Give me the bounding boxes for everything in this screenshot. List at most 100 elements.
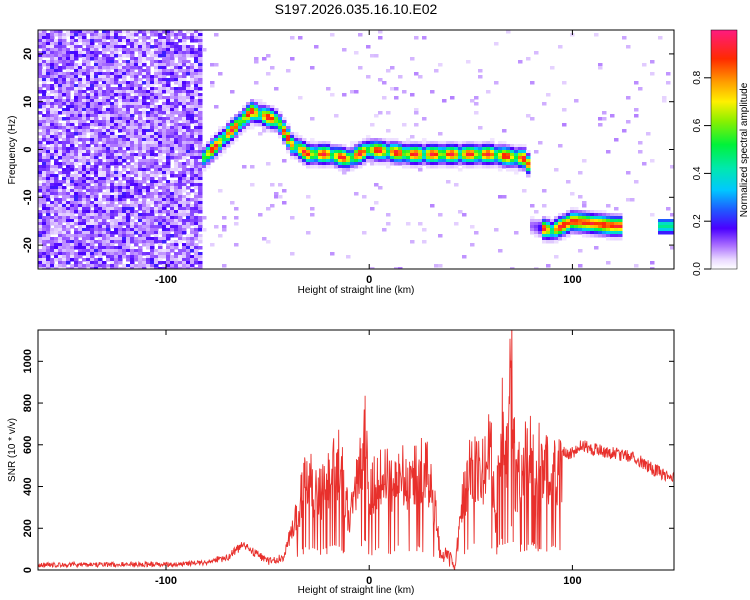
spectrogram-cell — [126, 246, 131, 250]
spectrogram-cell — [122, 237, 127, 241]
spectrogram-cell — [54, 231, 59, 235]
spectrogram-cell — [286, 132, 291, 136]
spectrogram-cell — [114, 36, 119, 40]
spectrogram-cell — [382, 141, 387, 145]
spectrogram-cell — [74, 138, 79, 142]
spectrogram-cell — [46, 66, 51, 70]
spectrogram-cell — [170, 129, 175, 133]
spectrogram-cell — [198, 138, 203, 142]
spectrogram-cell — [86, 234, 91, 238]
spectrogram-cell — [610, 222, 615, 226]
spectrogram-cell — [438, 165, 443, 169]
spectrogram-cell — [386, 69, 391, 73]
spectrogram-cell — [450, 150, 455, 154]
spectrogram-cell — [194, 261, 199, 265]
spectrogram-cell — [182, 135, 187, 139]
spectrogram-cell — [146, 255, 151, 259]
spectrogram-cell — [346, 165, 351, 169]
spectrogram-cell — [186, 30, 191, 34]
spectrogram-cell — [370, 123, 375, 127]
spectrogram-cell — [98, 234, 103, 238]
spectrogram-cell — [194, 237, 199, 241]
spectrogram-cell — [142, 174, 147, 178]
spectrogram-cell — [70, 216, 75, 220]
spectrogram-cell — [54, 114, 59, 118]
spectrogram-cell — [134, 126, 139, 130]
spectrogram-cell — [158, 168, 163, 172]
spectrogram-cell — [46, 99, 51, 103]
spectrogram-cell — [42, 174, 47, 178]
spectrogram-cell — [166, 165, 171, 169]
spectrogram-cell — [290, 141, 295, 145]
spectrogram-cell — [86, 42, 91, 46]
spectrogram-cell — [178, 195, 183, 199]
spectrogram-cell — [390, 138, 395, 142]
spectrogram-cell — [86, 189, 91, 193]
spectrogram-cell — [186, 207, 191, 211]
spectrogram-cell — [58, 90, 63, 94]
spectrogram-cell — [66, 243, 71, 247]
spectrogram-cell — [178, 132, 183, 136]
spectrogram-cell — [194, 60, 199, 64]
spectrogram-cell — [122, 213, 127, 217]
spectrogram-cell — [42, 210, 47, 214]
spectrogram-cell — [182, 51, 187, 55]
spectrogram-cell — [122, 114, 127, 118]
spectrogram-cell — [490, 165, 495, 169]
spectrogram-cell — [138, 180, 143, 184]
spectrogram-cell — [582, 231, 587, 235]
spectrogram-cell — [54, 117, 59, 121]
spectrogram-cell — [58, 30, 63, 34]
spectrogram-cell — [190, 90, 195, 94]
spectrogram-cell — [58, 57, 63, 61]
spectrogram-cell — [158, 186, 163, 190]
spectrogram-cell — [550, 240, 555, 244]
spectrogram-cell — [146, 201, 151, 205]
spectrogram-cell — [562, 213, 567, 217]
spectrogram-cell — [150, 192, 155, 196]
spectrogram-cell — [98, 147, 103, 151]
spectrogram-cell — [142, 222, 147, 226]
spectrogram-cell — [530, 216, 535, 220]
spectrogram-cell — [186, 129, 191, 133]
spectrogram-cell — [178, 174, 183, 178]
spectrogram-cell — [166, 84, 171, 88]
spectrogram-cell — [126, 141, 131, 145]
spectrogram-cell — [522, 162, 527, 166]
spectrogram-cell — [166, 72, 171, 76]
spectrogram-cell — [546, 219, 551, 223]
spectrogram-cell — [74, 108, 79, 112]
spectrogram-cell — [358, 156, 363, 160]
spectrogram-cell — [130, 255, 135, 259]
spectrogram-cell — [182, 105, 187, 109]
spectrogram-cell — [538, 222, 543, 226]
spectrogram-cell — [94, 267, 99, 269]
spectrogram-cell — [114, 120, 119, 124]
spectrogram-cell — [110, 222, 115, 226]
spectrogram-cell — [438, 153, 443, 157]
spectrogram-cell — [322, 156, 327, 160]
snr-x-ticks: -100 0 100 — [155, 330, 582, 587]
spectrogram-cell — [378, 141, 383, 145]
spectrogram-cell — [586, 228, 591, 232]
spectrogram-cell — [62, 81, 67, 85]
spectrogram-cell — [126, 258, 131, 262]
spectrogram-cell — [578, 228, 583, 232]
spectrogram-cell — [166, 111, 171, 115]
spectrogram-cell — [198, 87, 203, 91]
spectrogram-cell — [154, 126, 159, 130]
spectrogram-cell — [406, 159, 411, 163]
spectrogram-cell — [174, 231, 179, 235]
spectrogram-cell — [546, 222, 551, 226]
spectrogram-cell — [414, 36, 419, 40]
spectrogram-cell — [242, 105, 247, 109]
spectrogram-cell — [94, 132, 99, 136]
spectrogram-cell — [222, 144, 227, 148]
spectrogram-cell — [90, 171, 95, 175]
spectrogram-cell — [426, 156, 431, 160]
spectrogram-cell — [570, 231, 575, 235]
spectrogram-cell — [138, 150, 143, 154]
spectrogram-cell — [606, 228, 611, 232]
spectrogram-cell — [98, 69, 103, 73]
